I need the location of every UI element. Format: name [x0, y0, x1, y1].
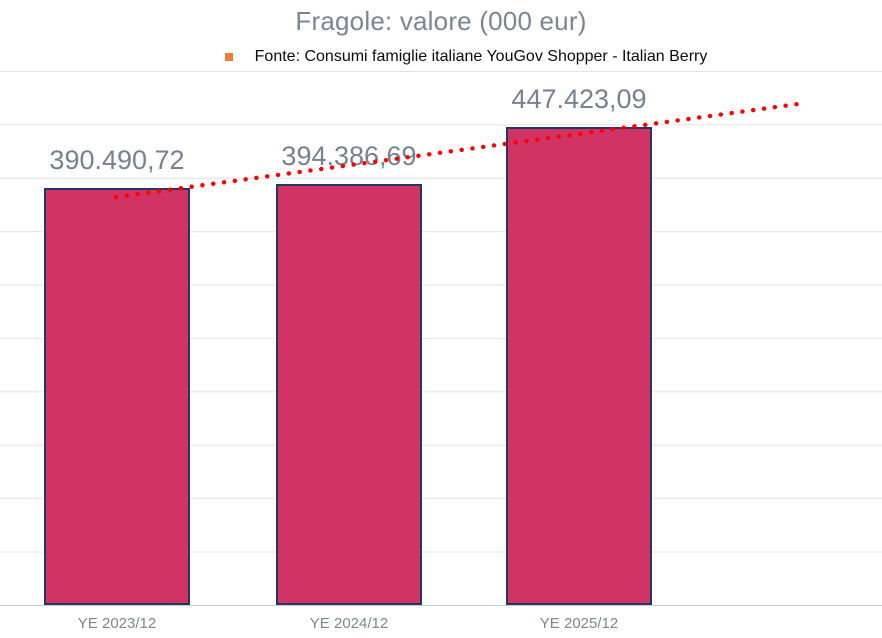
x-axis-tick-label: YE 2025/12 — [539, 615, 619, 632]
chart-title: Fragole: valore (000 eur) — [295, 6, 587, 36]
bar-ye-2023 — [44, 187, 190, 605]
x-axis-tick-label: YE 2023/12 — [77, 615, 157, 632]
legend-label: Fonte: Consumi famiglie italiane YouGov … — [254, 48, 708, 65]
data-label: 447.423,09 — [511, 84, 647, 115]
data-label: 394.386,69 — [281, 140, 417, 171]
bar-group-ye-2023: 390.490,72 YE 2023/12 — [44, 71, 190, 632]
bar-ye-2024 — [276, 183, 422, 605]
legend-square-marker-icon — [224, 53, 233, 61]
bar-ye-2025 — [506, 127, 652, 605]
x-axis-tick-label: YE 2024/12 — [309, 615, 389, 632]
plot-area: 390.490,72 YE 2023/12 394.386,69 YE 2024… — [0, 71, 882, 632]
chart-legend: Fonte: Consumi famiglie italiane YouGov … — [25, 48, 882, 66]
bar-group-ye-2025: 447.423,09 YE 2025/12 — [506, 71, 652, 632]
bar-group-ye-2024: 394.386,69 YE 2024/12 — [276, 71, 422, 632]
data-label: 390.490,72 — [49, 144, 185, 175]
